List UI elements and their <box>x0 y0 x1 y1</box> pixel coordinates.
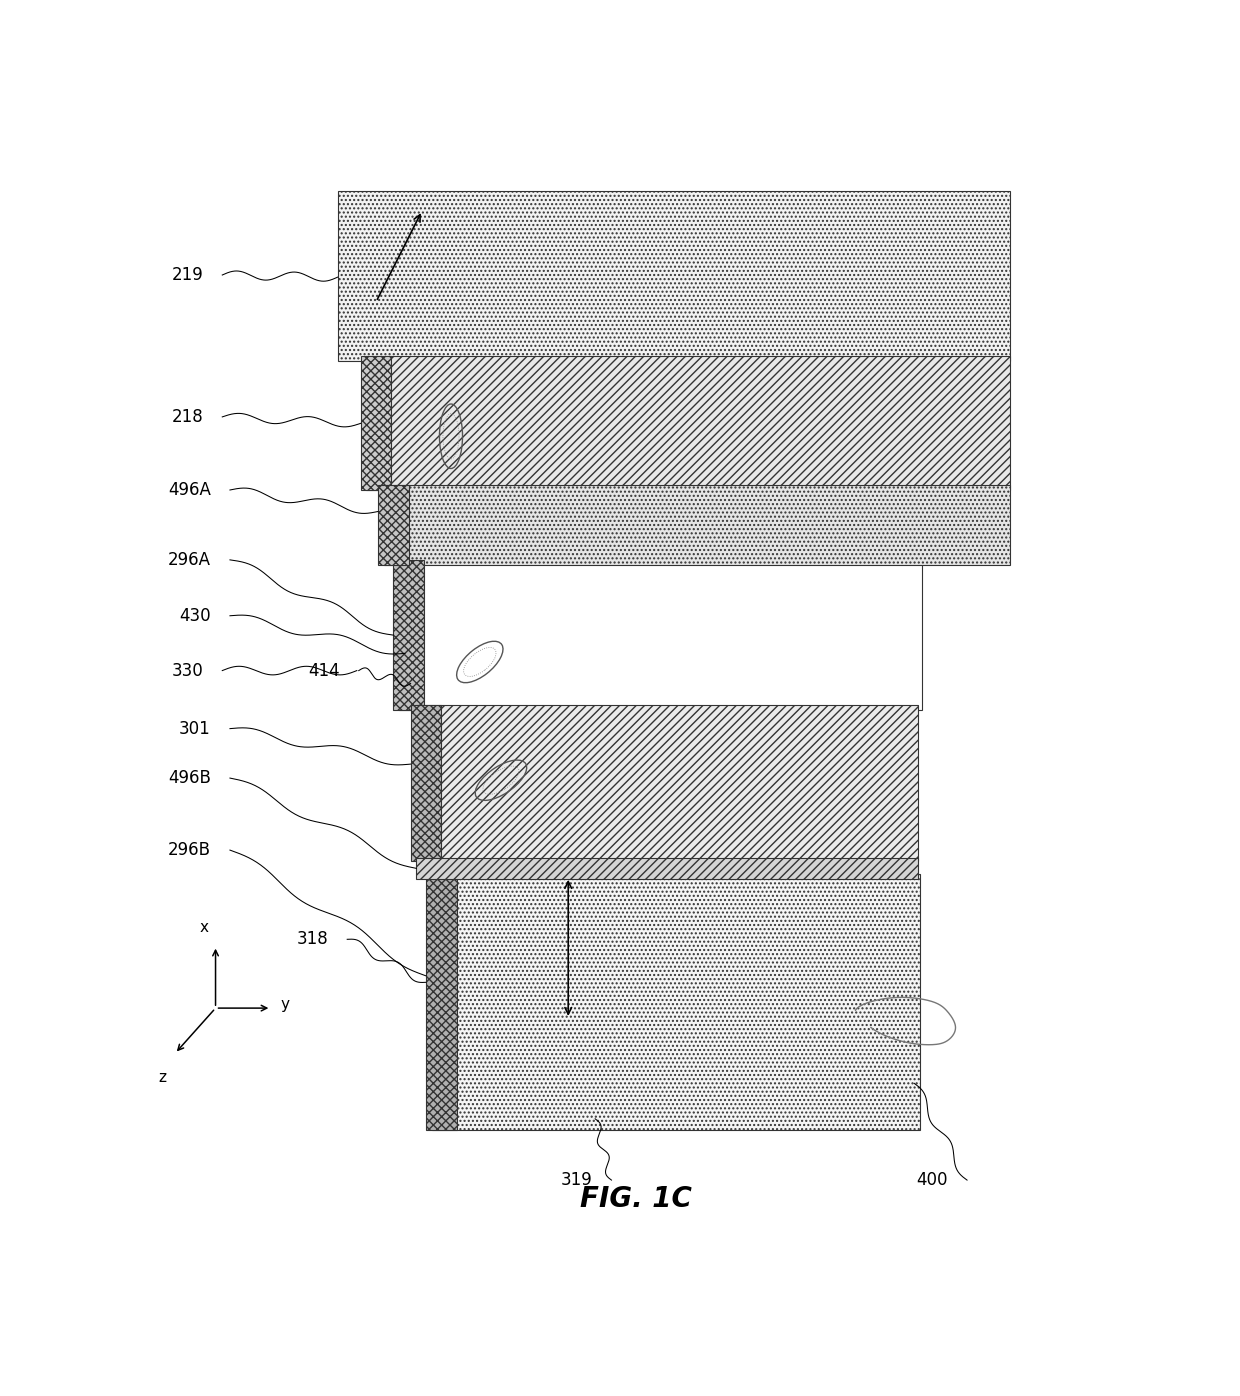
Bar <box>417 705 918 861</box>
Bar <box>399 560 921 711</box>
Bar <box>432 874 920 1129</box>
Text: 496A: 496A <box>167 482 211 498</box>
Text: 430: 430 <box>179 607 211 625</box>
Text: y: y <box>281 997 290 1012</box>
Text: 218: 218 <box>171 408 203 426</box>
Text: 296A: 296A <box>167 551 211 568</box>
Bar <box>410 705 441 861</box>
Text: 414: 414 <box>308 662 340 680</box>
Bar <box>361 356 392 490</box>
Bar <box>393 560 424 711</box>
Text: FIG. 1C: FIG. 1C <box>579 1185 692 1213</box>
Text: 330: 330 <box>171 662 203 680</box>
Text: 301: 301 <box>179 719 211 737</box>
Text: 496B: 496B <box>167 769 211 787</box>
Text: 400: 400 <box>916 1171 947 1189</box>
Text: 318: 318 <box>296 930 327 948</box>
Bar <box>383 484 1011 565</box>
Text: 219: 219 <box>171 267 203 283</box>
Bar <box>337 191 1011 362</box>
Bar <box>417 857 918 879</box>
Text: x: x <box>200 920 208 935</box>
Bar <box>367 356 1011 490</box>
Bar <box>378 484 409 565</box>
Text: 296B: 296B <box>167 842 211 859</box>
Bar <box>427 874 456 1129</box>
Text: 319: 319 <box>560 1171 593 1189</box>
Text: z: z <box>159 1069 166 1085</box>
